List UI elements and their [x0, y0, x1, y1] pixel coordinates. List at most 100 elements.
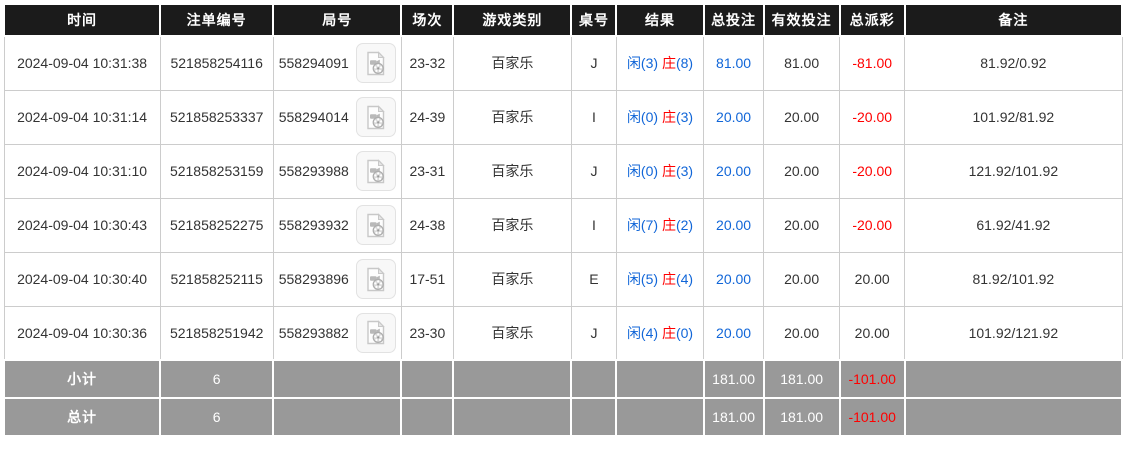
result-player: 闲(4)	[626, 324, 659, 341]
bet-number-cell: 521858251942	[159, 305, 274, 361]
session-cell: 23-32	[400, 35, 454, 91]
column-header: 注单编号	[159, 3, 275, 37]
video-replay-icon	[367, 158, 386, 183]
empty-cell	[452, 397, 573, 437]
result-player: 闲(0)	[626, 109, 659, 125]
bet-records-table: 时间 注单编号 局号 场次 游戏类别 桌号 结果 总投注 有效投注 总派彩 备注 2024-09-0…	[2, 3, 1124, 437]
column-header: 总投注	[702, 3, 765, 37]
result-banker-count: (2)	[675, 217, 694, 233]
result-player: 闲(0)	[626, 163, 659, 179]
video-replay-button[interactable]	[355, 205, 396, 245]
bet-number-cell: 521858252275	[159, 197, 274, 253]
table-body: 2024-09-04 10:31:38 521858254116 5582940…	[2, 35, 1124, 437]
remark-cell: 81.92/0.92	[904, 35, 1123, 91]
empty-cell	[570, 359, 618, 399]
remark-cell: 61.92/41.92	[904, 197, 1123, 253]
result-cell: 闲(4) 庄(0)	[615, 305, 705, 361]
video-replay-button[interactable]	[355, 151, 396, 191]
video-replay-button[interactable]	[355, 43, 396, 84]
video-replay-button[interactable]	[355, 312, 396, 353]
result-player: 闲(7)	[626, 217, 659, 233]
session-cell: 24-38	[400, 197, 454, 253]
empty-cell	[570, 397, 618, 437]
session-cell: 23-31	[400, 143, 454, 199]
result-banker: 庄	[661, 55, 676, 72]
summary-label-cell: 总计	[2, 397, 162, 437]
result-banker: 庄	[661, 163, 676, 179]
payout-cell: -20.00	[839, 143, 906, 199]
round-number: 558293896	[278, 271, 349, 287]
result-player: 闲(3)	[626, 55, 659, 72]
round-number-cell: 558294091	[272, 35, 402, 91]
result-banker: 庄	[661, 109, 676, 125]
bet-number-cell: 521858252115	[159, 251, 274, 307]
valid-bet-cell: 81.00	[763, 35, 841, 91]
bet-number-cell: 521858253159	[159, 143, 274, 199]
round-number-cell: 558294014	[272, 89, 402, 145]
empty-cell	[615, 359, 705, 399]
round-number: 558293988	[278, 163, 349, 179]
table-row: 2024-09-04 10:31:14 521858253337 5582940…	[3, 89, 1123, 145]
round-number-cell: 558293896	[272, 251, 402, 307]
table-row: 2024-09-04 10:30:40 521858252115 5582938…	[3, 251, 1123, 307]
result-banker-count: (0)	[675, 324, 694, 341]
empty-cell	[272, 359, 403, 399]
empty-cell	[903, 359, 1124, 399]
result-player: 闲(5)	[626, 271, 659, 287]
game-type-cell: 百家乐	[452, 305, 572, 361]
valid-bet-cell: 20.00	[763, 143, 841, 199]
result-cell: 闲(3) 庄(8)	[615, 35, 705, 91]
summary-total-bet-cell: 181.00	[702, 397, 765, 437]
remark-cell: 121.92/101.92	[904, 143, 1123, 199]
column-header: 有效投注	[762, 3, 841, 37]
time-cell: 2024-09-04 10:30:43	[3, 197, 161, 253]
empty-cell	[615, 397, 705, 437]
valid-bet-cell: 20.00	[763, 305, 841, 361]
payout-cell: -81.00	[839, 35, 906, 91]
remark-cell: 101.92/121.92	[904, 305, 1123, 361]
empty-cell	[272, 397, 403, 437]
bet-number-cell: 521858253337	[159, 89, 274, 145]
time-cell: 2024-09-04 10:31:14	[3, 89, 161, 145]
video-replay-icon	[367, 266, 386, 291]
video-replay-icon	[367, 212, 386, 237]
video-replay-button[interactable]	[355, 97, 396, 137]
empty-cell	[452, 359, 573, 399]
column-header: 备注	[903, 3, 1124, 37]
header-row: 时间 注单编号 局号 场次 游戏类别 桌号 结果 总投注 有效投注 总派彩 备注	[2, 3, 1124, 37]
video-replay-icon	[367, 51, 386, 75]
summary-payout-cell: -101.00	[838, 397, 906, 437]
summary-row: 小计 6 181.00 181.00 -101.00	[2, 359, 1124, 399]
summary-count-cell: 6	[159, 397, 275, 437]
session-cell: 23-30	[400, 305, 454, 361]
payout-cell: -20.00	[839, 197, 906, 253]
time-cell: 2024-09-04 10:31:38	[3, 35, 161, 91]
video-replay-button[interactable]	[355, 259, 396, 299]
game-type-cell: 百家乐	[452, 89, 572, 145]
video-replay-icon	[367, 104, 386, 129]
round-number-cell: 558293932	[272, 197, 402, 253]
empty-cell	[400, 359, 455, 399]
column-header: 桌号	[570, 3, 618, 37]
bet-records-table-container: 时间 注单编号 局号 场次 游戏类别 桌号 结果 总投注 有效投注 总派彩 备注 2024-09-0…	[2, 3, 1129, 437]
total-bet-cell: 20.00	[703, 143, 765, 199]
result-banker-count: (4)	[675, 271, 694, 287]
payout-cell: 20.00	[839, 251, 906, 307]
column-header: 局号	[272, 3, 403, 37]
remark-cell: 81.92/101.92	[904, 251, 1123, 307]
payout-cell: 20.00	[839, 305, 906, 361]
summary-valid-bet-cell: 181.00	[762, 359, 841, 399]
time-cell: 2024-09-04 10:30:40	[3, 251, 161, 307]
game-type-cell: 百家乐	[452, 251, 572, 307]
valid-bet-cell: 20.00	[763, 197, 841, 253]
summary-row: 总计 6 181.00 181.00 -101.00	[2, 397, 1124, 437]
total-bet-cell: 20.00	[703, 197, 765, 253]
table-number-cell: J	[570, 305, 617, 361]
bet-number-cell: 521858254116	[159, 35, 274, 91]
total-bet-cell: 20.00	[703, 305, 765, 361]
column-header: 结果	[615, 3, 705, 37]
result-banker: 庄	[661, 271, 676, 287]
empty-cell	[400, 397, 455, 437]
game-type-cell: 百家乐	[452, 197, 572, 253]
table-row: 2024-09-04 10:30:36 521858251942 5582938…	[3, 305, 1123, 361]
